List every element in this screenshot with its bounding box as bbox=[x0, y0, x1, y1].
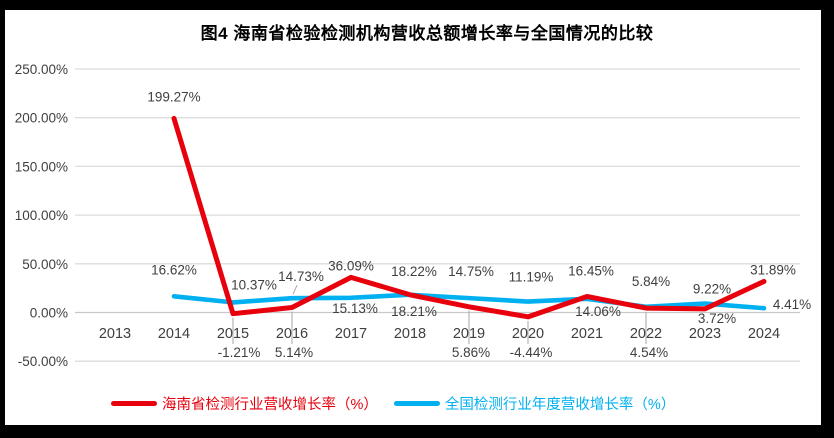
data-label-hainan: 4.54% bbox=[630, 345, 668, 360]
data-label-national: 10.37% bbox=[231, 277, 277, 292]
y-axis-tick-label: -50.00% bbox=[18, 354, 68, 369]
data-label-leader-line bbox=[292, 284, 298, 295]
data-label-hainan: 36.09% bbox=[328, 258, 374, 273]
data-label-hainan: -4.44% bbox=[510, 345, 553, 360]
y-axis-tick-label: 0.00% bbox=[30, 306, 68, 321]
chart-canvas: 图4 海南省检验检测机构营收总额增长率与全国情况的比较 250.00% 200.0… bbox=[5, 10, 821, 425]
y-axis-tick-label: 250.00% bbox=[15, 62, 68, 77]
data-label-hainan: 31.89% bbox=[750, 262, 796, 277]
data-label-national: 5.84% bbox=[632, 274, 670, 289]
legend-swatch-national-line bbox=[393, 400, 440, 406]
x-axis-tick-label: 2014 bbox=[158, 326, 190, 342]
data-label-national: 14.06% bbox=[575, 304, 621, 319]
x-axis-tick-label: 2021 bbox=[571, 326, 603, 342]
legend-label-hainan: 海南省检测行业营收增长率（%） bbox=[162, 396, 378, 413]
data-label-hainan: 5.86% bbox=[452, 345, 490, 360]
data-label-national: 18.22% bbox=[391, 264, 437, 279]
series-line-hainan bbox=[171, 115, 767, 320]
x-axis-tick-label: 2017 bbox=[335, 326, 367, 342]
chart-title: 图4 海南省检验检测机构营收总额增长率与全国情况的比较 bbox=[200, 24, 654, 43]
x-axis-tick-label: 2013 bbox=[99, 326, 131, 342]
data-label-national: 4.41% bbox=[773, 297, 811, 312]
data-label-national: 15.13% bbox=[332, 301, 378, 316]
series-line-national bbox=[171, 292, 767, 311]
data-label-national: 16.62% bbox=[151, 262, 197, 277]
legend-swatch-hainan-line bbox=[111, 400, 157, 406]
chart-plot-area: 250.00% 200.00% 150.00% 100.00% 50.00% 0.00% -… bbox=[15, 62, 811, 369]
y-axis-tick-label: 100.00% bbox=[15, 208, 68, 223]
data-label-hainan: 199.27% bbox=[147, 89, 200, 104]
x-axis-tick-label: 2024 bbox=[748, 326, 780, 342]
x-axis-tick-label: 2023 bbox=[689, 326, 721, 342]
data-label-national: 11.19% bbox=[509, 270, 554, 285]
data-label-hainan: 3.72% bbox=[698, 311, 736, 326]
y-axis-tick-label: 50.00% bbox=[22, 257, 68, 272]
data-label-hainan: 5.14% bbox=[275, 345, 313, 360]
x-axis-tick-label: 2018 bbox=[394, 326, 426, 342]
legend-label-national: 全国检测行业年度营收增长率（%） bbox=[444, 396, 676, 413]
y-axis-tick-label: 150.00% bbox=[15, 159, 68, 174]
chart-legend: 海南省检测行业营收增长率（%） 全国检测行业年度营收增长率（%） bbox=[111, 393, 691, 413]
data-label-national: 9.22% bbox=[693, 282, 731, 297]
data-label-hainan: 18.21% bbox=[391, 304, 437, 319]
data-label-hainan: 16.45% bbox=[568, 263, 614, 278]
data-label-national: 14.75% bbox=[448, 264, 494, 279]
data-label-national: 14.73% bbox=[278, 269, 324, 284]
data-label-hainan: -1.21% bbox=[218, 345, 261, 360]
y-axis-tick-label: 200.00% bbox=[15, 111, 68, 126]
